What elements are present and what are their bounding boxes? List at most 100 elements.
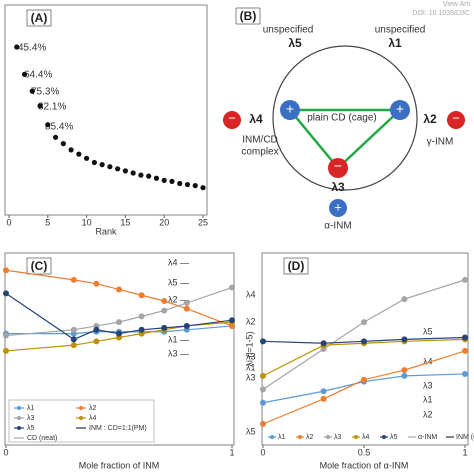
point bbox=[200, 185, 206, 191]
marker bbox=[116, 330, 122, 337]
point bbox=[169, 178, 175, 184]
legend-marker bbox=[382, 435, 386, 439]
marker bbox=[260, 338, 266, 345]
point bbox=[68, 147, 74, 153]
plus-node bbox=[329, 199, 347, 217]
plus-node bbox=[280, 100, 300, 120]
marker bbox=[138, 326, 145, 333]
marker bbox=[462, 347, 468, 354]
series-line bbox=[5, 269, 233, 327]
annotation: λ1 bbox=[423, 394, 433, 404]
annotation: λ3 — bbox=[168, 348, 189, 358]
legend-marker bbox=[79, 406, 83, 410]
point bbox=[184, 181, 191, 188]
marker bbox=[3, 267, 9, 274]
x-tick-label: 0 bbox=[260, 447, 265, 457]
label: plain CD (cage) bbox=[307, 113, 376, 124]
series-line bbox=[262, 350, 466, 425]
panel-title: (C) bbox=[31, 259, 48, 273]
marker bbox=[401, 367, 408, 374]
marker bbox=[361, 319, 367, 326]
x-axis-label: Mole fraction of α-INM bbox=[320, 460, 409, 470]
x-tick-label: 1 bbox=[229, 447, 234, 457]
annotation: λ4 — bbox=[168, 257, 189, 267]
marker bbox=[70, 326, 77, 333]
annotation: λ3 bbox=[246, 351, 256, 361]
label: α-INM bbox=[324, 221, 351, 232]
marker bbox=[70, 336, 77, 343]
label-box bbox=[26, 257, 52, 275]
triangle bbox=[287, 108, 404, 170]
icon: − bbox=[228, 110, 236, 125]
minus-node bbox=[447, 111, 465, 129]
legend-label: λ1 bbox=[278, 434, 286, 441]
x-tick-label: 15 bbox=[120, 217, 130, 227]
legend-marker bbox=[298, 435, 302, 439]
legend-marker bbox=[17, 406, 21, 410]
series-line bbox=[5, 286, 233, 337]
marker bbox=[161, 324, 168, 331]
marker bbox=[183, 305, 190, 312]
point bbox=[52, 134, 59, 140]
annotation: λ2 — bbox=[168, 294, 189, 304]
label-box bbox=[26, 9, 52, 27]
icon: + bbox=[334, 199, 342, 214]
annotation: 75.3% bbox=[31, 87, 59, 98]
point bbox=[37, 103, 43, 109]
icon: + bbox=[286, 101, 294, 117]
plot-frame bbox=[261, 252, 469, 446]
icon: − bbox=[334, 158, 342, 174]
label: λ1 bbox=[388, 36, 402, 50]
marker bbox=[161, 307, 168, 314]
legend-label: λ4 bbox=[89, 415, 97, 422]
point bbox=[122, 168, 128, 174]
point bbox=[146, 173, 152, 179]
marker bbox=[183, 322, 190, 329]
x-tick-label: 1 bbox=[462, 447, 467, 457]
legend-marker bbox=[79, 416, 83, 420]
legend-marker bbox=[270, 435, 274, 439]
annotation: λ5 — bbox=[168, 277, 189, 287]
legend-label: λ3 bbox=[27, 415, 35, 422]
legend-marker bbox=[17, 416, 21, 420]
marker bbox=[320, 340, 327, 347]
marker bbox=[320, 395, 327, 402]
marker bbox=[116, 286, 122, 293]
point bbox=[161, 177, 167, 183]
marker bbox=[260, 399, 266, 406]
point bbox=[138, 172, 144, 178]
marker bbox=[93, 326, 100, 333]
label: INM/CD bbox=[242, 135, 278, 146]
annotation: 45.4% bbox=[18, 43, 46, 54]
marker bbox=[161, 298, 168, 304]
panel-title: (A) bbox=[31, 11, 48, 25]
label: λ3 bbox=[331, 180, 345, 194]
annotation: λ5 bbox=[423, 326, 433, 336]
label: complex bbox=[241, 147, 278, 158]
diagram: (B) unspecified unspecified λ5 λ1 plain … bbox=[223, 7, 465, 232]
legend-marker bbox=[354, 435, 358, 439]
legend-marker bbox=[326, 435, 330, 439]
annotation: λ3 bbox=[423, 380, 433, 390]
legend-marker bbox=[17, 426, 21, 430]
marker bbox=[138, 292, 145, 299]
marker bbox=[229, 317, 235, 324]
series-line bbox=[262, 279, 466, 390]
marker bbox=[260, 386, 266, 393]
marker bbox=[361, 338, 367, 345]
legend-label: α-INM bbox=[418, 434, 437, 441]
minus-node bbox=[223, 111, 241, 129]
legend-label: INM (neat) bbox=[456, 434, 474, 441]
legend-label: λ4 bbox=[362, 434, 370, 441]
point bbox=[99, 162, 105, 168]
annotation: λ3 bbox=[246, 372, 256, 382]
x-tick-label: 20 bbox=[159, 217, 169, 227]
annotation: λ5 bbox=[246, 426, 256, 436]
annotation: 85.4% bbox=[45, 122, 73, 133]
marker bbox=[401, 296, 408, 303]
marker bbox=[462, 276, 468, 283]
marker bbox=[70, 276, 77, 283]
marker bbox=[462, 370, 468, 377]
marker bbox=[462, 334, 468, 341]
legend-label: λ2 bbox=[89, 405, 97, 412]
